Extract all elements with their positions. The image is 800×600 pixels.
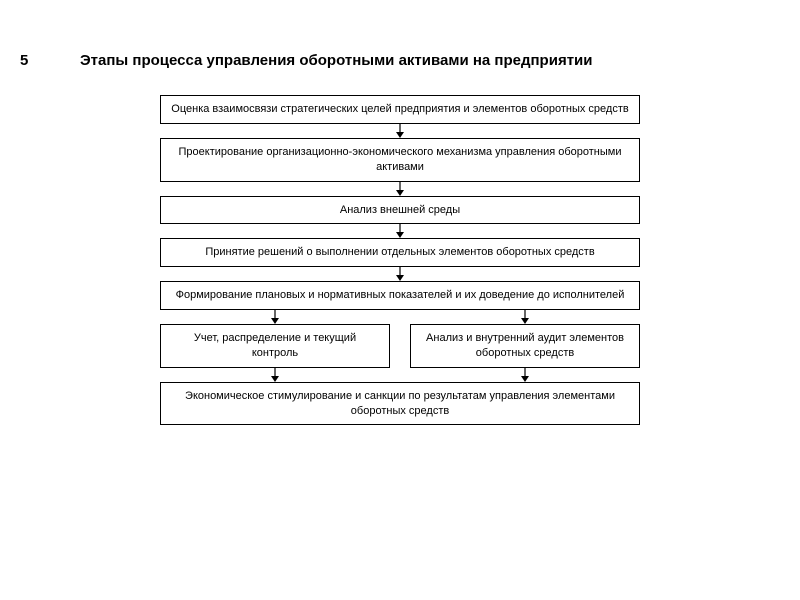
flow-node-2: Проектирование организационно-экономичес…	[160, 138, 640, 182]
page-title: Этапы процесса управления оборотными акт…	[80, 52, 780, 69]
arrow-1-2	[160, 124, 640, 138]
arrow-down-icon	[518, 310, 532, 324]
arrow-split-7	[160, 368, 640, 382]
arrow-down-icon	[393, 224, 407, 238]
arrow-down-icon	[518, 368, 532, 382]
arrow-down-icon	[393, 182, 407, 196]
flow-node-6b: Анализ и внутренний аудит элементов обор…	[410, 324, 640, 368]
flow-node-4: Принятие решений о выполнении отдельных …	[160, 238, 640, 267]
arrow-3-4	[160, 224, 640, 238]
header: 5 Этапы процесса управления оборотными а…	[20, 52, 780, 69]
arrow-down-icon	[268, 368, 282, 382]
arrow-5-split	[160, 310, 640, 324]
flow-node-7: Экономическое стимулирование и санкции п…	[160, 382, 640, 426]
arrow-down-icon	[268, 310, 282, 324]
flow-row-split: Учет, распределение и текущий контроль А…	[160, 324, 640, 368]
flowchart: Оценка взаимосвязи стратегических целей …	[140, 95, 660, 425]
flow-node-6a: Учет, распределение и текущий контроль	[160, 324, 390, 368]
flow-node-1: Оценка взаимосвязи стратегических целей …	[160, 95, 640, 124]
arrow-down-icon	[393, 267, 407, 281]
arrow-2-3	[160, 182, 640, 196]
flow-node-3: Анализ внешней среды	[160, 196, 640, 225]
page-number: 5	[20, 52, 80, 69]
arrow-down-icon	[393, 124, 407, 138]
arrow-4-5	[160, 267, 640, 281]
flow-node-5: Формирование плановых и нормативных пока…	[160, 281, 640, 310]
